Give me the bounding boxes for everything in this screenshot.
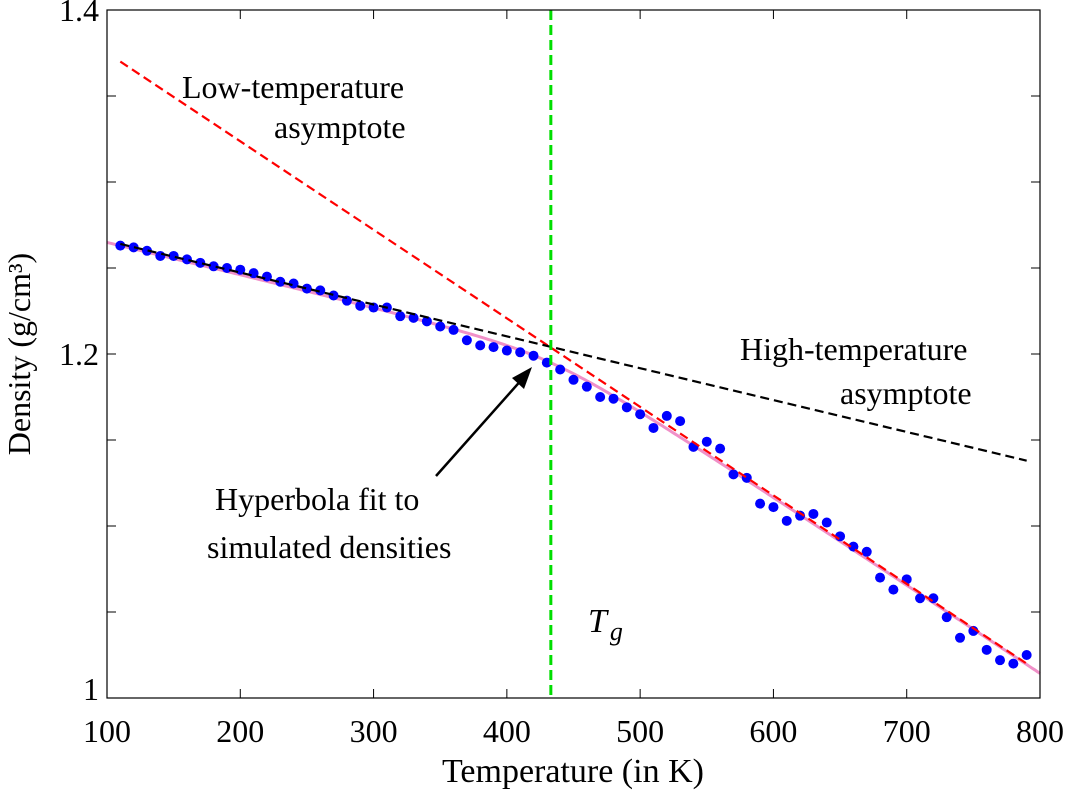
data-point <box>1021 650 1032 660</box>
data-point <box>115 240 126 251</box>
tg-subscript: g <box>610 617 623 646</box>
x-tick-label: 600 <box>749 713 797 749</box>
data-point <box>648 422 659 433</box>
data-point <box>448 324 459 335</box>
y-tick-label: 1 <box>83 671 99 707</box>
data-point <box>475 340 486 351</box>
data-point <box>701 436 712 447</box>
x-tick-label: 800 <box>1016 713 1064 749</box>
tg-main: T <box>588 603 609 640</box>
data-point <box>168 250 179 261</box>
data-point <box>581 381 592 392</box>
data-point <box>781 515 792 526</box>
annotation-low-asymptote-line2: asymptote <box>274 109 406 145</box>
x-tick-label: 400 <box>483 713 531 749</box>
data-point <box>675 416 686 427</box>
data-point <box>795 510 806 521</box>
data-point <box>608 393 619 404</box>
data-point <box>595 392 606 402</box>
annotation-high-asymptote-line2: asymptote <box>840 375 972 411</box>
data-point <box>528 350 539 361</box>
data-point <box>181 254 192 265</box>
x-tick-label: 500 <box>616 713 664 749</box>
data-point <box>875 572 886 583</box>
data-point <box>968 625 979 636</box>
x-tick-label: 700 <box>883 713 931 749</box>
data-point <box>488 342 499 353</box>
data-point <box>635 409 646 420</box>
data-point <box>275 276 286 287</box>
data-point <box>421 316 432 327</box>
data-point <box>208 261 219 272</box>
annotation-arrow <box>435 367 532 477</box>
x-tick-label: 100 <box>83 713 131 749</box>
data-point <box>515 347 526 358</box>
annotation-low-asymptote-line1: Low-temperature <box>182 69 404 105</box>
y-axis-label: Density (g/cm³) <box>1 253 37 455</box>
data-point <box>435 321 446 332</box>
annotation-high-asymptote-line1: High-temperature <box>740 331 967 367</box>
data-point <box>408 312 419 323</box>
data-point <box>301 283 312 294</box>
high-temperature-asymptote-line <box>120 242 1027 462</box>
data-point <box>955 632 966 643</box>
x-tick-label: 300 <box>350 713 398 749</box>
annotation-hyperbola-line2: simulated densities <box>207 529 451 565</box>
data-point <box>328 290 339 301</box>
data-point <box>568 374 579 385</box>
data-point <box>155 250 166 261</box>
data-point <box>808 508 819 519</box>
data-point <box>141 245 152 256</box>
data-point <box>821 517 832 528</box>
data-point <box>888 584 899 595</box>
data-point <box>715 443 726 454</box>
data-point <box>461 335 472 346</box>
x-axis-label: Temperature (in K) <box>442 753 704 790</box>
data-point <box>128 242 139 253</box>
y-tick-label: 1.4 <box>59 0 99 28</box>
data-point <box>1008 658 1019 669</box>
data-point <box>555 364 566 375</box>
data-point <box>395 311 406 322</box>
data-point <box>315 285 326 296</box>
data-point <box>995 655 1006 666</box>
data-point <box>355 300 366 311</box>
data-point <box>195 257 206 268</box>
data-point <box>501 345 512 356</box>
hyperbola-fit-curve <box>106 240 1041 675</box>
data-point <box>368 302 379 313</box>
data-point <box>728 469 739 480</box>
data-point <box>621 402 632 413</box>
data-point <box>981 644 992 655</box>
data-point <box>661 410 672 421</box>
annotation-hyperbola-line1: Hyperbola fit to <box>215 481 419 517</box>
data-point <box>861 546 872 557</box>
data-point <box>941 612 952 623</box>
data-point <box>768 502 779 513</box>
data-point <box>288 278 299 289</box>
x-tick-label: 200 <box>216 713 264 749</box>
data-point <box>755 498 766 509</box>
data-point <box>915 593 926 604</box>
y-tick-label: 1.2 <box>59 336 99 372</box>
